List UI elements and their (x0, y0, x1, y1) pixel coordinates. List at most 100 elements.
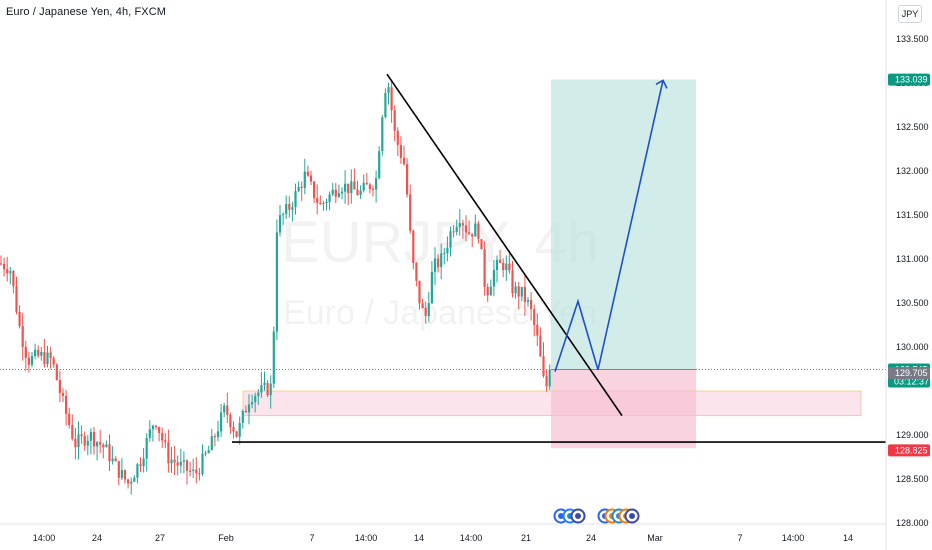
candle-body (216, 431, 220, 438)
candle-body (393, 110, 396, 131)
trendline[interactable] (386, 73, 623, 417)
candle-body (409, 194, 412, 231)
candle-body (499, 259, 502, 263)
candle-body (533, 309, 536, 325)
candle-body (359, 190, 362, 195)
candle-body (52, 358, 55, 365)
projection-path[interactable] (554, 80, 664, 372)
candle-body (210, 436, 213, 451)
candle-body (92, 432, 96, 447)
candle-body (96, 442, 99, 447)
candle-body (362, 182, 365, 191)
candle-body (40, 351, 43, 356)
candle-body (353, 181, 356, 190)
candle-body (440, 253, 443, 268)
candle-body (344, 183, 347, 192)
candle-body (328, 194, 331, 203)
candle-body (539, 335, 542, 357)
candle-body (80, 434, 83, 437)
event-flag-dot (575, 513, 581, 519)
candle-body (89, 432, 92, 441)
candle-body (486, 286, 489, 296)
price-tag-label: 129.705 (895, 368, 928, 378)
event-flag-dot (558, 513, 564, 519)
candle-body (244, 410, 247, 413)
candle-body (136, 464, 139, 478)
candle-body (139, 464, 142, 467)
candle-body (347, 183, 350, 194)
time-tick-label: 14:00 (460, 533, 483, 543)
candle-body (390, 87, 393, 111)
economic-events[interactable] (553, 508, 640, 524)
candle-body (309, 175, 313, 182)
candle-body (406, 164, 409, 195)
candle-body (0, 263, 3, 265)
candle-body (30, 356, 34, 365)
stop-zone[interactable] (551, 369, 696, 449)
candle-body (167, 442, 170, 464)
price-tick-label: 131.000 (896, 254, 929, 264)
candle-body (523, 286, 526, 302)
price-tick-label: 132.000 (896, 166, 929, 176)
watermark: EURJPY, 4h Euro / Japanese Yen (281, 210, 599, 332)
candle-body (158, 427, 161, 433)
candle-body (402, 157, 406, 165)
price-tick-label: 133.500 (896, 34, 929, 44)
candle-body (282, 214, 285, 216)
candle-body (58, 379, 61, 393)
candle-body (350, 181, 353, 194)
candle-body (396, 130, 399, 145)
drawings[interactable] (232, 73, 886, 443)
candle-body (145, 437, 148, 459)
candle-body (198, 473, 201, 475)
candle-body (102, 444, 105, 448)
price-tick-label: 130.500 (896, 298, 929, 308)
candle-body (384, 93, 387, 118)
chart-title: Euro / Japanese Yen, 4h, FXCM (6, 6, 167, 18)
time-tick-label: 14 (414, 533, 424, 543)
currency-button[interactable]: JPY (898, 5, 922, 23)
candle-body (65, 395, 68, 414)
candle-body (378, 151, 381, 179)
candle-body (24, 346, 27, 358)
price-tag-label: 128.825 (895, 445, 928, 455)
bar-countdown: 03:12:37 (894, 376, 929, 386)
candle-body (229, 414, 232, 428)
candle-body (464, 225, 468, 233)
projection-arrowhead (655, 79, 668, 89)
candle-body (46, 352, 49, 365)
candle-body (105, 444, 108, 448)
candle-body (415, 263, 418, 281)
candle-body (164, 440, 167, 443)
candle-body (421, 303, 424, 308)
price-tick-label: 131.500 (896, 210, 929, 220)
candle-body (114, 458, 117, 462)
candle-body (148, 429, 151, 438)
candle-body (508, 263, 511, 271)
target-zone[interactable] (551, 79, 696, 370)
candle-body (300, 186, 303, 188)
candle-body (61, 392, 65, 396)
candle-body (185, 460, 189, 471)
time-tick-label: 7 (737, 533, 742, 543)
candle-body (254, 395, 257, 403)
watermark-symbol: EURJPY, 4h (281, 210, 599, 275)
candle-body (83, 436, 86, 446)
candle-body (461, 223, 464, 226)
price-tag (888, 444, 930, 457)
candle-body (111, 458, 114, 462)
candle-body (306, 171, 309, 176)
candle-body (443, 253, 446, 255)
candle-body (74, 438, 77, 448)
candle-body (154, 425, 158, 428)
time-axis[interactable]: 14:00 24 27 Feb 7 14:00 14 14:00 21 24 Mar 7 14:00 14 (33, 533, 853, 543)
candle-body (213, 436, 216, 438)
candle-body (77, 434, 80, 448)
candle-body (86, 440, 89, 446)
candle-body (238, 422, 241, 437)
price-tag-label: 133.039 (895, 75, 928, 85)
candle-body (418, 280, 421, 304)
candle-body (375, 178, 378, 190)
